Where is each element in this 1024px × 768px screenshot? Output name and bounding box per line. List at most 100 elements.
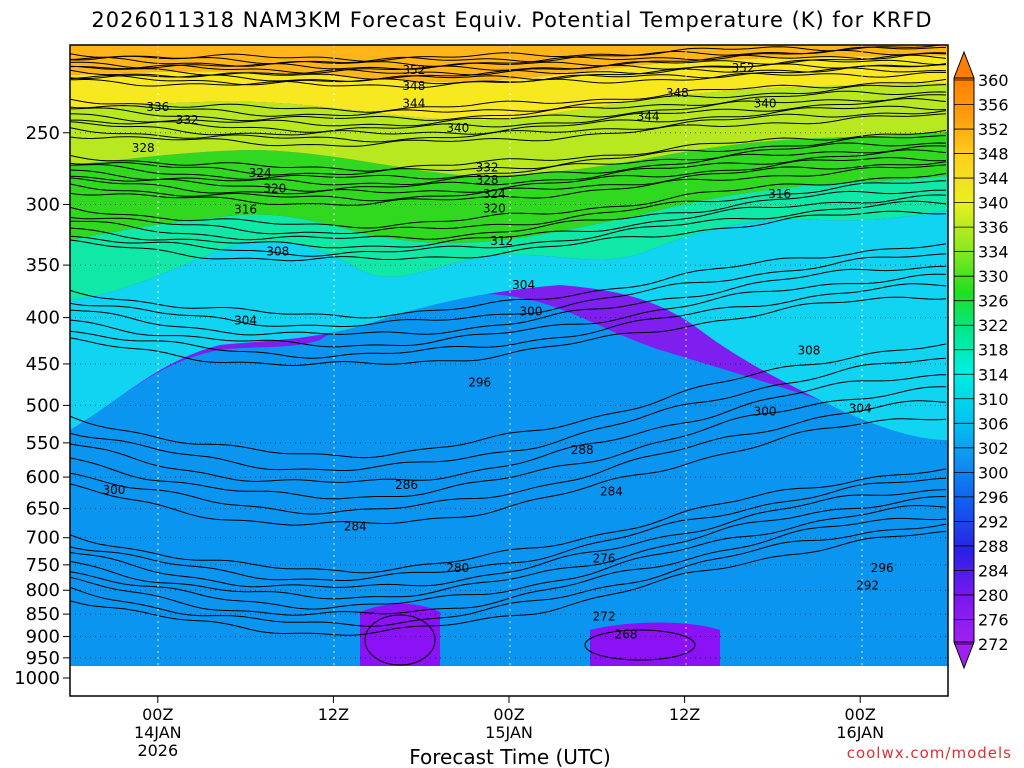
contour-line	[70, 161, 947, 202]
contour-line	[70, 210, 947, 262]
contour-line	[70, 200, 947, 257]
y-axis: 2503003504004505005506006507007508008509…	[14, 123, 70, 689]
contour-line	[70, 468, 947, 574]
contour-line	[70, 496, 946, 600]
x-tick-label: 12Z	[669, 705, 700, 724]
colorbar-tick-label: 352	[978, 120, 1009, 139]
y-tick-label: 400	[26, 308, 60, 329]
colorbar-tick-label: 326	[978, 292, 1009, 311]
contour-line	[70, 180, 947, 235]
contour-line	[70, 54, 947, 74]
contour-label: 340	[754, 96, 777, 110]
credit-link[interactable]: coolwx.com/models	[846, 744, 1012, 762]
y-tick-label: 650	[26, 499, 60, 520]
contour-line	[70, 84, 947, 117]
contour-line	[70, 67, 947, 86]
contour-line	[70, 386, 946, 500]
contour-line	[70, 149, 947, 192]
contour-line	[70, 273, 947, 348]
y-tick-label: 850	[26, 604, 60, 625]
colorbar-tick-label: 292	[978, 512, 1009, 531]
contour-label: 272	[593, 609, 616, 623]
colorbar-tick-label: 314	[978, 365, 1009, 384]
contour-line	[70, 296, 947, 367]
colorbar-tick-label: 284	[978, 561, 1009, 580]
contour-label: 304	[849, 402, 872, 416]
plot-area: 3523483443403363323283243203163323283243…	[70, 45, 948, 696]
x-axis-label: Forecast Time (UTC)	[409, 745, 611, 768]
colorbar-ticks: 360 356 352 348 344 340 336 334 330 326 322 318 314 3…	[954, 71, 1009, 654]
contour-label: 296	[468, 376, 491, 390]
colorbar-bar	[953, 77, 975, 643]
contour-line	[70, 129, 947, 172]
contour-line	[70, 142, 947, 180]
y-tick-label: 900	[26, 627, 60, 648]
contour-line	[70, 374, 947, 483]
contour-labels: 3523483443403363323283243203163323283243…	[102, 61, 893, 641]
gridlines	[157, 45, 863, 666]
colorbar-tick-label: 272	[978, 635, 1009, 654]
colorbar-top-arrow	[953, 50, 975, 79]
colorbar: 360 356 352 348 344 340 336 334 330 326 322 318 314 3…	[953, 50, 1009, 670]
y-tick-label: 700	[26, 528, 60, 549]
contour-line	[70, 343, 947, 459]
colorbar-tick-label: 288	[978, 537, 1009, 556]
contour-line	[70, 135, 947, 176]
colorbar-tick-label: 296	[978, 488, 1009, 507]
colorbar-tick-label: 322	[978, 316, 1009, 335]
colorbar-tick-label: 318	[978, 341, 1009, 360]
x-tick-label: 00Z	[845, 705, 876, 724]
contour-line	[70, 504, 947, 610]
x-tick-label: 00Z	[142, 705, 173, 724]
x-tick-label: 16JAN	[836, 723, 884, 742]
contour-line	[70, 265, 946, 336]
contour-label: 284	[344, 519, 367, 533]
colorbar-tick-label: 302	[978, 439, 1009, 458]
colorbar-tick-label: 306	[978, 414, 1009, 433]
contour-label: 286	[395, 478, 418, 492]
contour-label: 300	[754, 405, 777, 419]
y-tick-label: 950	[26, 648, 60, 669]
contour-line	[70, 94, 947, 127]
x-tick-label: 00Z	[493, 705, 524, 724]
contour-label: 288	[571, 443, 594, 457]
contour-label: 332	[176, 113, 199, 127]
contour-line	[70, 71, 947, 89]
x-tick-label: 15JAN	[485, 723, 533, 742]
contour-line	[70, 189, 946, 241]
contour-line	[70, 283, 947, 359]
colorbar-tick-label: 360	[978, 71, 1009, 90]
contour-line	[70, 113, 947, 147]
contour-label: 300	[102, 483, 125, 497]
contour-label: 308	[266, 244, 289, 258]
contour-line	[70, 164, 947, 206]
y-tick-label: 250	[26, 123, 60, 144]
contour-line	[70, 157, 947, 195]
fill-300	[70, 293, 948, 666]
contour-label: 284	[600, 484, 623, 498]
colorbar-tick-label: 340	[978, 194, 1009, 213]
colorbar-tick-label: 310	[978, 390, 1009, 409]
fill-344	[70, 55, 948, 120]
colorbar-tick-label: 280	[978, 586, 1009, 605]
contour-loop	[364, 614, 436, 666]
contour-label: 332	[476, 160, 499, 174]
contour-line	[70, 489, 947, 588]
contour-label: 340	[446, 121, 469, 135]
contour-label: 312	[490, 234, 513, 248]
contour-label: 344	[637, 110, 660, 124]
contour-line	[70, 530, 947, 636]
contour-line	[70, 357, 947, 471]
contour-label: 324	[249, 166, 272, 180]
colorbar-tick-label: 334	[978, 243, 1009, 262]
contour-label: 280	[446, 561, 469, 575]
colorbar-tick-label: 300	[978, 463, 1009, 482]
contour-label: 348	[666, 86, 689, 100]
contour-line	[70, 64, 947, 82]
contour-label: 324	[483, 187, 506, 201]
contour-label: 316	[234, 203, 257, 217]
ground-layer	[70, 666, 948, 696]
contour-line	[70, 53, 947, 70]
